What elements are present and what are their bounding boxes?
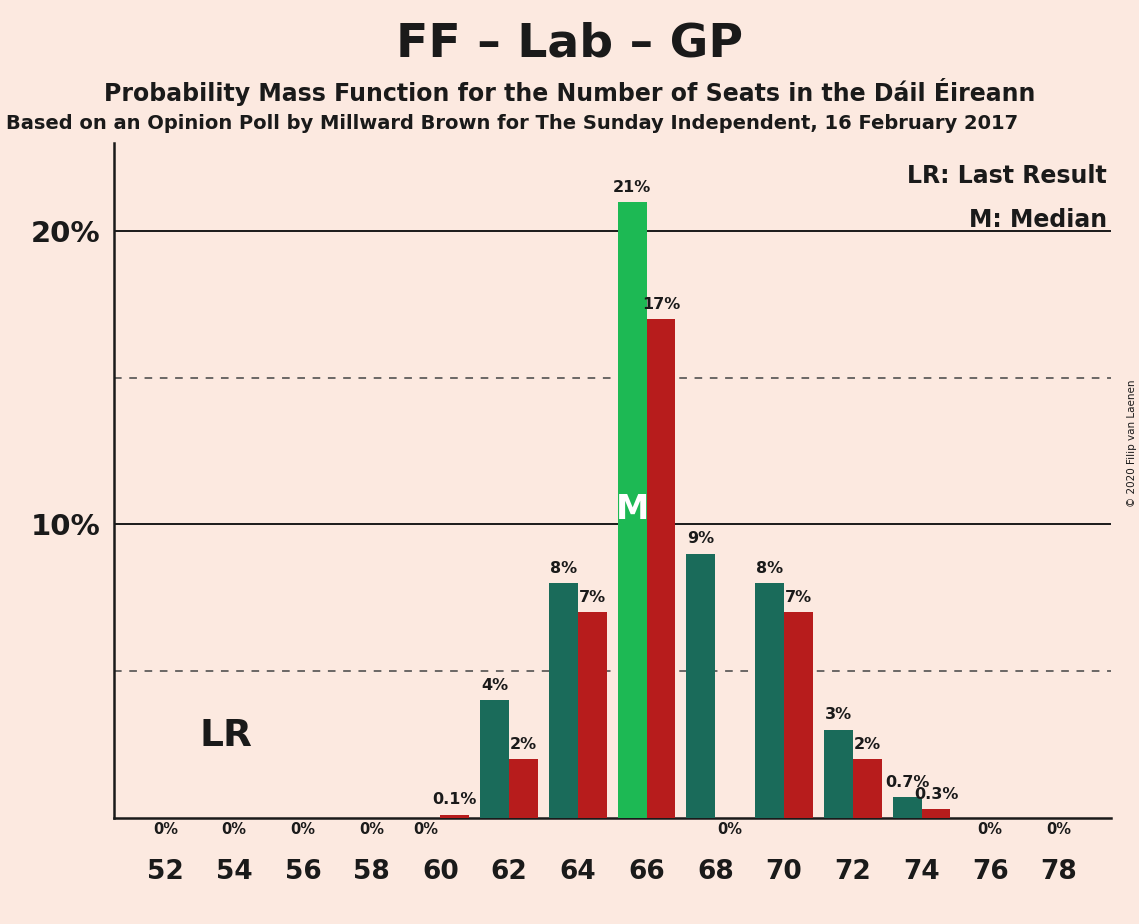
Text: M: M xyxy=(615,493,649,527)
Text: 21%: 21% xyxy=(613,179,652,195)
Text: 4%: 4% xyxy=(481,678,508,693)
Text: FF – Lab – GP: FF – Lab – GP xyxy=(396,21,743,67)
Bar xyxy=(853,760,882,818)
Text: 0%: 0% xyxy=(718,822,743,837)
Text: 8%: 8% xyxy=(550,561,577,576)
Text: 3%: 3% xyxy=(825,708,852,723)
Bar xyxy=(577,613,607,818)
Text: 0%: 0% xyxy=(290,822,316,837)
Text: 0%: 0% xyxy=(977,822,1002,837)
Text: 9%: 9% xyxy=(687,531,714,546)
Text: 2%: 2% xyxy=(853,736,880,752)
Bar xyxy=(509,760,538,818)
Bar xyxy=(481,700,509,818)
Bar xyxy=(441,815,469,818)
Text: 17%: 17% xyxy=(642,297,680,312)
Text: 0%: 0% xyxy=(153,822,178,837)
Text: 0%: 0% xyxy=(413,822,439,837)
Text: 8%: 8% xyxy=(756,561,784,576)
Bar xyxy=(784,613,813,818)
Text: Probability Mass Function for the Number of Seats in the Dáil Éireann: Probability Mass Function for the Number… xyxy=(104,78,1035,105)
Bar xyxy=(893,797,921,818)
Text: © 2020 Filip van Laenen: © 2020 Filip van Laenen xyxy=(1128,380,1137,507)
Text: 0%: 0% xyxy=(1047,822,1072,837)
Bar xyxy=(617,201,647,818)
Text: 0%: 0% xyxy=(222,822,247,837)
Bar xyxy=(755,583,784,818)
Text: 0.3%: 0.3% xyxy=(913,786,958,802)
Text: M: Median: M: Median xyxy=(969,208,1107,232)
Bar xyxy=(823,730,853,818)
Text: 0.1%: 0.1% xyxy=(433,793,477,808)
Text: 0%: 0% xyxy=(359,822,384,837)
Text: 7%: 7% xyxy=(579,590,606,605)
Text: Based on an Opinion Poll by Millward Brown for The Sunday Independent, 16 Februa: Based on an Opinion Poll by Millward Bro… xyxy=(6,114,1018,133)
Text: 2%: 2% xyxy=(510,736,538,752)
Text: 7%: 7% xyxy=(785,590,812,605)
Bar xyxy=(687,553,715,818)
Bar xyxy=(647,319,675,818)
Text: LR: Last Result: LR: Last Result xyxy=(908,164,1107,188)
Text: LR: LR xyxy=(199,718,253,754)
Bar xyxy=(549,583,577,818)
Bar xyxy=(921,808,950,818)
Text: 0.7%: 0.7% xyxy=(885,775,929,790)
